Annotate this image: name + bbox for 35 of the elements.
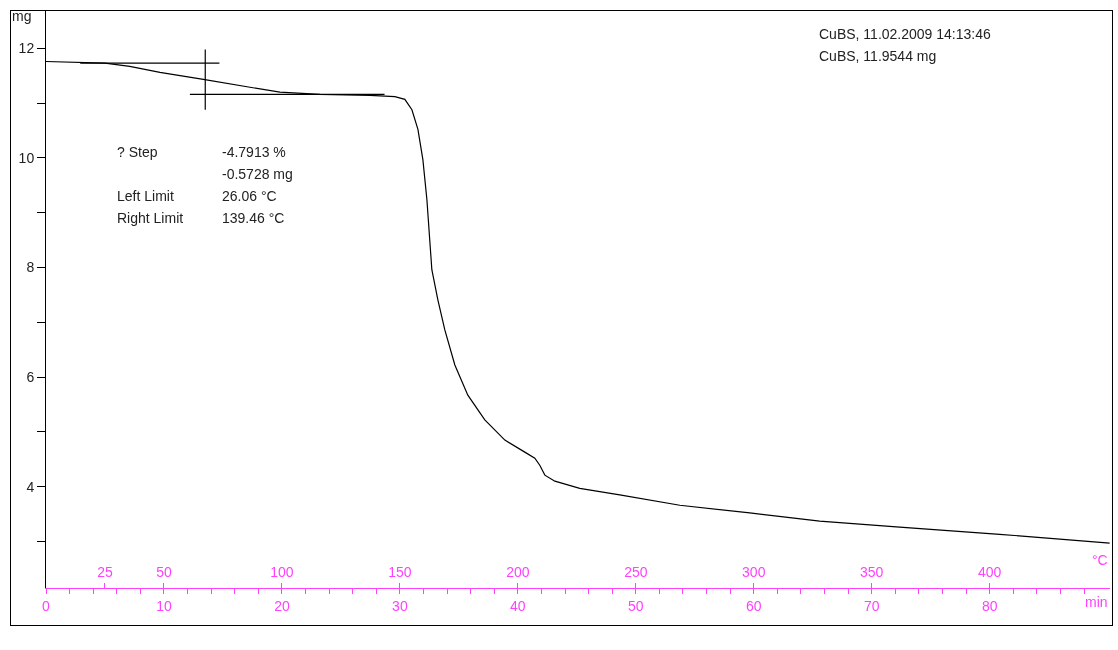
x2-tick-label: 250 (624, 564, 648, 581)
annotation: 139.46 °C (222, 210, 285, 226)
x2-tick-label: 200 (506, 564, 530, 581)
annotation: Left Limit (117, 188, 174, 204)
y-tick-label: 6 (26, 368, 35, 385)
x-tick-label: 50 (628, 597, 644, 614)
x-tick-label: 70 (863, 597, 880, 614)
y-tick-label: 12 (18, 40, 35, 57)
annotation: CuBS, 11.02.2009 14:13:46 (819, 26, 991, 42)
annotation: CuBS, 11.9544 mg (819, 48, 937, 64)
annotation: -0.5728 mg (222, 166, 293, 182)
x2-tick-label: 350 (860, 564, 884, 581)
x-tick-label: 10 (156, 597, 172, 614)
annotation: ? Step (117, 144, 158, 160)
x-tick-label: 0 (42, 597, 51, 614)
x-tick-label: 20 (274, 597, 290, 614)
x2-tick-label: 50 (156, 564, 172, 581)
y-tick-label: 10 (18, 149, 35, 166)
x2-tick-label: 400 (978, 564, 1002, 581)
x2-tick-label: 300 (742, 564, 766, 581)
x2-tick-label: 150 (388, 564, 412, 581)
x2-axis-title: °C (1092, 552, 1108, 568)
y-tick-label: 8 (26, 259, 35, 276)
x2-tick-label: 100 (270, 564, 294, 581)
y-axis-title: mg (12, 8, 32, 24)
annotation: -4.7913 % (222, 144, 286, 160)
x2-tick-label: 25 (97, 564, 113, 581)
y-tick-label: 4 (26, 478, 35, 495)
x-axis-title: min (1085, 594, 1108, 610)
x-tick-label: 30 (392, 597, 408, 614)
x-tick-label: 80 (981, 597, 998, 614)
x-tick-label: 60 (745, 597, 762, 614)
annotation: 26.06 °C (222, 188, 277, 204)
annotation: Right Limit (117, 210, 184, 226)
x-tick-label: 40 (510, 597, 526, 614)
